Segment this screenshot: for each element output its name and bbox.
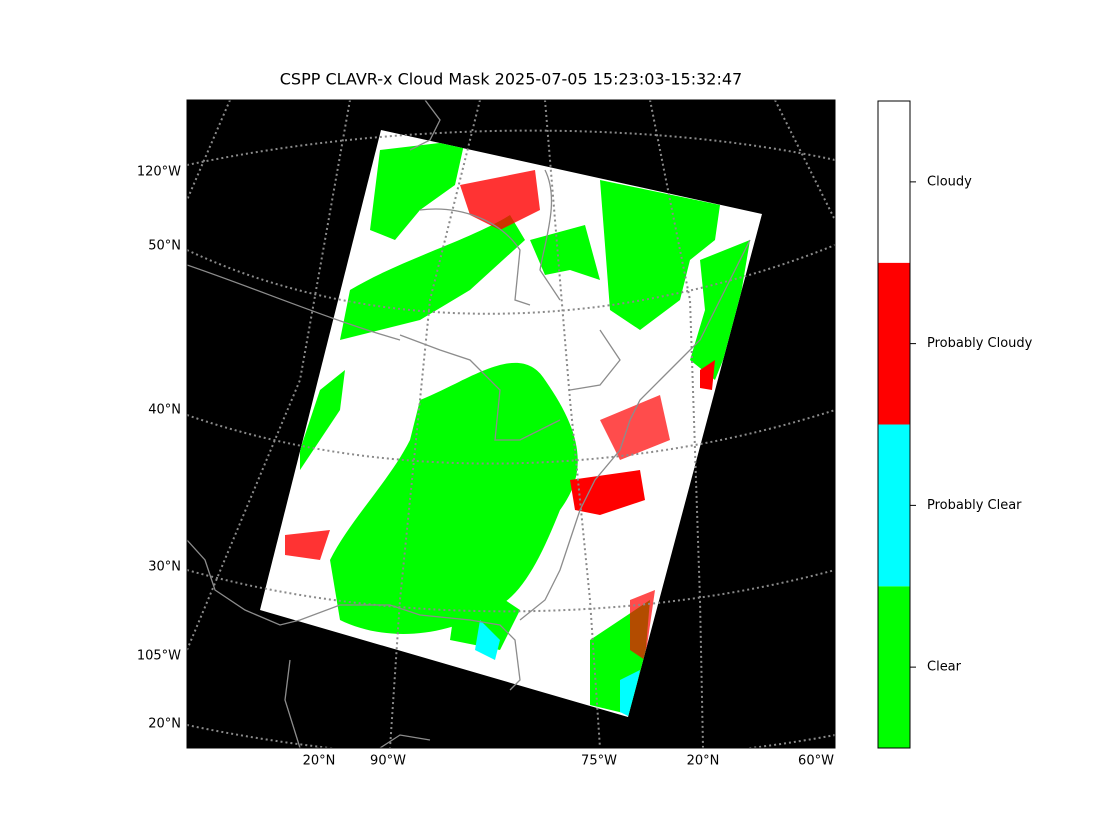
cloud-mask [285, 140, 750, 717]
colorbar-segment [878, 262, 910, 425]
colorbar-frame [877, 100, 911, 749]
left-label: 20°N [148, 717, 181, 732]
colorbar-label: Clear [927, 660, 962, 675]
left-label: 50°N [148, 239, 181, 254]
colorbar-segment [878, 586, 910, 748]
bottom-label: 75°W [581, 754, 617, 769]
colorbar-label: Cloudy [927, 174, 972, 189]
map [187, 100, 835, 748]
colorbar: Clear Probably Clear Probably Cloudy Cloudy [877, 100, 1033, 749]
bottom-label: 20°N [687, 754, 720, 769]
colorbar-label: Probably Clear [927, 498, 1022, 513]
left-label: 105°W [137, 649, 181, 664]
title: CSPP CLAVR-x Cloud Mask 2025-07-05 15:23… [280, 70, 742, 89]
labels: 120°W 50°N 40°N 30°N 105°W 20°N 20°N 90°W 75°W 20… [137, 165, 834, 769]
left-label: 30°N [148, 560, 181, 575]
colorbar-segment [878, 424, 910, 587]
left-label: 120°W [137, 165, 181, 180]
colorbar-label: Probably Cloudy [927, 336, 1033, 351]
graticule [187, 100, 835, 748]
bottom-label: 90°W [370, 754, 406, 769]
left-label: 40°N [148, 403, 181, 418]
colorbar-segment [878, 101, 910, 263]
bottom-label: 60°W [798, 754, 834, 769]
coastlines [187, 100, 751, 748]
map-frame [186, 99, 836, 749]
bottom-label: 20°N [303, 754, 336, 769]
